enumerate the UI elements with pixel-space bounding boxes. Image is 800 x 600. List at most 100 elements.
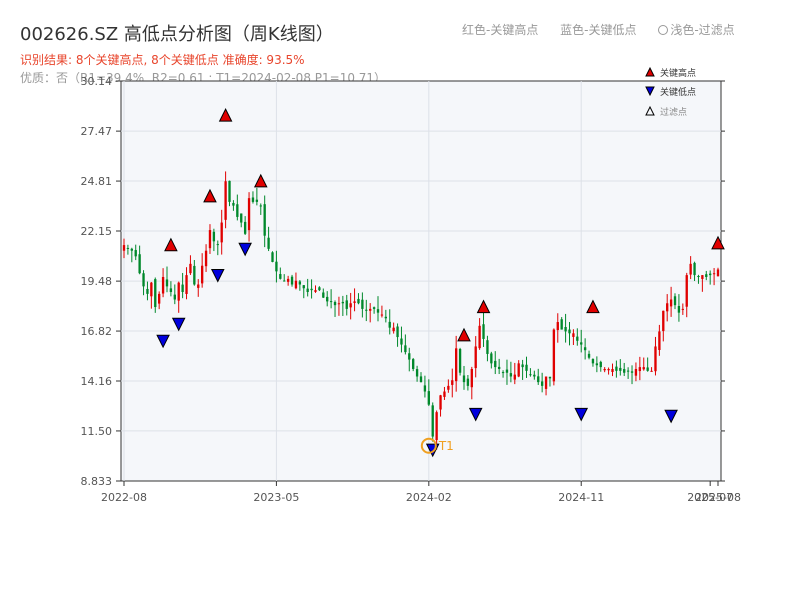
candle-body [552, 329, 556, 382]
candle-body [353, 301, 356, 303]
grid-lines [121, 81, 721, 481]
candle-body [681, 308, 685, 310]
candle-body [146, 288, 149, 294]
candle-body [693, 262, 696, 276]
candle-body [568, 329, 571, 334]
candle-body [533, 374, 536, 377]
candle-body [431, 405, 434, 437]
candle-body [333, 301, 337, 306]
y-tick-label: 24.81 [81, 175, 113, 188]
candle-body [509, 373, 513, 377]
legend-red-text: 红色-关键高点 [462, 23, 539, 37]
candle-body [658, 331, 661, 350]
candle-body [482, 324, 485, 339]
candle-body [654, 346, 657, 372]
candle-body [337, 303, 341, 305]
candle-body [415, 369, 419, 377]
candle-body [228, 180, 231, 202]
candle-body [591, 359, 595, 364]
candle-body [709, 273, 712, 276]
y-tick-label: 22.15 [81, 225, 113, 238]
x-tick-label: 2022-08 [101, 491, 147, 504]
candle-body [283, 280, 286, 282]
candle-body [478, 325, 481, 349]
candle-body [697, 276, 700, 278]
candle-body [177, 282, 180, 301]
markers: T1 [156, 108, 725, 458]
candle-body [548, 376, 552, 379]
candle-body [298, 281, 302, 285]
low-marker [664, 409, 678, 424]
candle-body [669, 299, 673, 307]
candle-body [263, 204, 266, 236]
y-tick-label: 11.50 [81, 425, 113, 438]
candle-body [427, 391, 430, 405]
candle-body [165, 279, 169, 287]
candle-body [556, 322, 559, 331]
candle-body [529, 374, 532, 376]
candle-body [150, 282, 153, 297]
candle-body [677, 306, 681, 313]
candle-body [716, 269, 720, 277]
candle-body [154, 279, 157, 308]
candle-body [388, 321, 391, 328]
legend-high-label: 关键高点 [660, 67, 696, 79]
y-tick-label: 8.833 [81, 475, 113, 488]
candle-body [454, 348, 458, 382]
y-tick-label: 19.48 [81, 275, 113, 288]
candle-body [134, 250, 137, 257]
candle-body [224, 181, 227, 220]
candle-body [494, 360, 497, 368]
candle-body [587, 353, 591, 358]
candle-body [142, 273, 145, 287]
candle-body [275, 261, 278, 272]
candle-body [462, 375, 466, 383]
candle-body [666, 303, 669, 312]
candle-body [400, 338, 403, 345]
legend-filtered-icon [645, 105, 655, 116]
candle-body [208, 230, 212, 249]
candle-body [611, 368, 614, 372]
candle-body [326, 296, 329, 302]
low-marker [238, 242, 252, 257]
t1-marker [420, 437, 437, 454]
candle-body [638, 367, 642, 372]
candle-body [365, 309, 368, 311]
candle-body [122, 245, 126, 251]
candle-body [443, 391, 446, 397]
candle-body [181, 284, 184, 293]
y-tick-label: 16.82 [81, 325, 113, 338]
candle-body [193, 265, 196, 285]
candle-body [302, 285, 305, 289]
legend-low-icon [645, 86, 655, 97]
candle-body [423, 385, 427, 392]
candle-body [513, 374, 516, 380]
candle-body [376, 309, 380, 313]
candle-body [251, 197, 255, 202]
candle-body [349, 303, 352, 308]
candle-body [634, 368, 638, 376]
legend-light: 浅色-过滤点 [658, 23, 735, 37]
low-marker [171, 317, 186, 332]
candle-body [384, 316, 388, 319]
high-marker [164, 237, 178, 252]
candle-body [619, 367, 622, 371]
candle-body [630, 371, 634, 373]
high-marker [457, 327, 471, 342]
candle-body [439, 395, 442, 410]
candle-body [279, 274, 282, 279]
candle-body [212, 231, 216, 242]
y-tick-label: 27.47 [81, 125, 113, 138]
legend-filtered-label: 过滤点 [660, 106, 687, 118]
candle-body [126, 247, 130, 249]
color-legend: 红色-关键高点 蓝色-关键低点 浅色-过滤点 [462, 21, 753, 38]
candle-body [412, 359, 415, 369]
candle-body [642, 367, 645, 370]
candle-body [486, 340, 489, 354]
candle-body [497, 366, 501, 369]
candle-body [595, 363, 599, 366]
candle-body [490, 353, 493, 364]
candle-body [361, 299, 364, 309]
candle-body [505, 369, 509, 373]
low-marker [468, 407, 483, 422]
